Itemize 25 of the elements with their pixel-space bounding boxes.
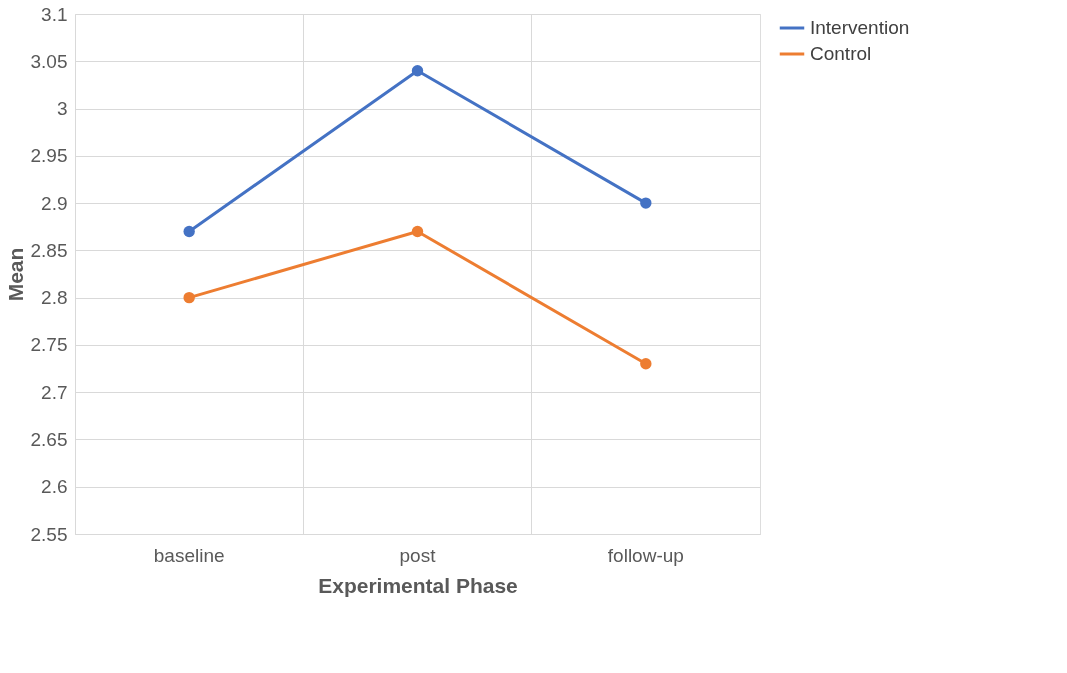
point <box>411 225 424 238</box>
y-tick-label: 2.95 <box>30 145 68 167</box>
y-tick-label: 2.9 <box>41 192 68 214</box>
point <box>411 65 424 77</box>
x-axis-title: Experimental Phase <box>318 573 518 597</box>
y-tick-label: 2.8 <box>41 287 68 309</box>
y-tick-label: 2.85 <box>30 239 68 261</box>
point <box>183 291 195 304</box>
y-tick-label: 3.1 <box>41 3 68 25</box>
y-axis-title: Mean <box>3 247 27 302</box>
point <box>640 197 652 209</box>
x-tick-label: baseline <box>153 544 225 566</box>
point <box>183 225 195 238</box>
legend-label: Control <box>810 43 872 64</box>
y-tick-label: 2.55 <box>30 523 68 545</box>
y-tick-label: 3.05 <box>30 50 68 72</box>
y-tick-label: 2.7 <box>41 381 68 403</box>
x-tick-label: post <box>399 544 437 566</box>
x-tick-label: follow-up <box>607 544 684 566</box>
y-tick-label: 2.6 <box>41 476 68 498</box>
y-tick-label: 3 <box>56 98 68 120</box>
legend-label: Intervention <box>810 17 910 38</box>
y-tick-label: 2.65 <box>30 428 68 450</box>
point <box>640 358 652 370</box>
y-tick-label: 2.75 <box>30 334 68 356</box>
